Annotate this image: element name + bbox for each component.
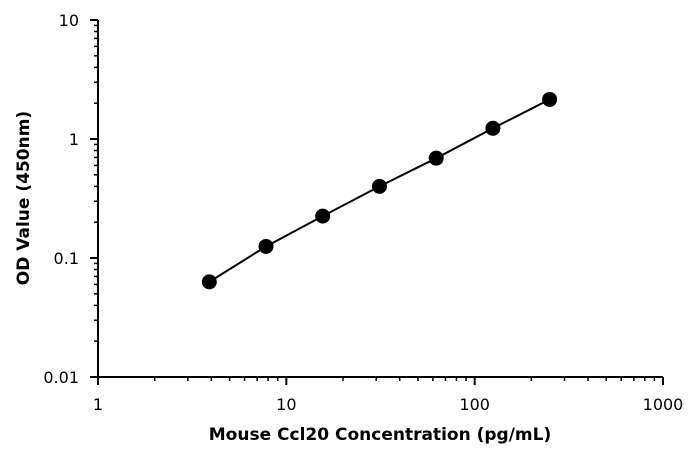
data-point <box>201 274 217 290</box>
x-axis-title: Mouse Ccl20 Concentration (pg/mL) <box>209 425 551 445</box>
y-tick-label: 10 <box>59 11 79 30</box>
y-tick-label: 0.01 <box>43 368 79 387</box>
x-tick-label: 1000 <box>643 395 684 414</box>
data-point <box>258 238 274 254</box>
x-tick-label: 10 <box>276 395 296 414</box>
tick-labels: 1 10 100 1000 0.01 0.1 1 10 <box>43 11 683 414</box>
series-layer <box>201 91 558 290</box>
x-tick-label: 100 <box>459 395 490 414</box>
y-tick-label: 0.1 <box>54 249 79 268</box>
axes <box>97 20 663 378</box>
y-axis-title: OD Value (450nm) <box>14 111 34 285</box>
ticks <box>90 19 664 385</box>
data-point <box>485 120 501 136</box>
data-point <box>542 91 558 107</box>
data-point <box>428 150 444 166</box>
data-point <box>372 178 388 194</box>
data-point <box>315 208 331 224</box>
y-tick-label: 1 <box>69 130 79 149</box>
x-tick-label: 1 <box>93 395 103 414</box>
